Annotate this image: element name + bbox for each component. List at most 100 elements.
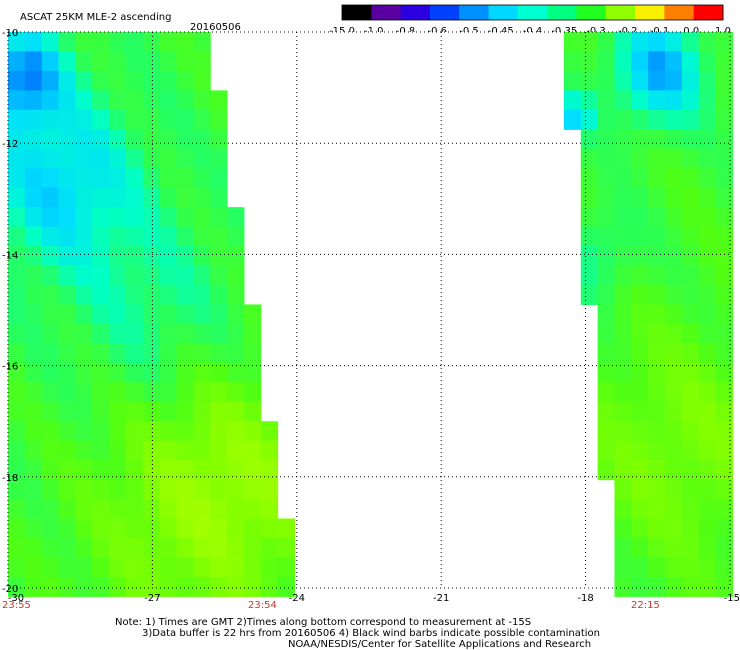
data-cell xyxy=(648,499,666,520)
data-cell xyxy=(125,168,144,189)
data-cell xyxy=(665,265,683,286)
data-cell xyxy=(227,557,245,578)
data-cell xyxy=(631,226,649,247)
data-cell xyxy=(648,537,666,559)
data-cell xyxy=(597,440,616,461)
data-cell xyxy=(243,440,262,461)
data-cell xyxy=(8,51,26,72)
data-cell xyxy=(614,421,632,442)
data-cell xyxy=(681,440,700,461)
data-cell xyxy=(109,32,127,53)
data-cell xyxy=(597,70,616,91)
data-cell xyxy=(665,32,683,53)
data-cell xyxy=(92,148,110,169)
data-cell xyxy=(109,323,127,344)
data-cell xyxy=(648,304,666,325)
colorbar-segment xyxy=(635,5,665,20)
y-tick-label: -16 xyxy=(2,362,18,373)
data-cell xyxy=(109,440,127,461)
data-cell xyxy=(75,90,93,111)
data-cell xyxy=(58,499,76,520)
colorbar-segment xyxy=(429,5,460,20)
data-cell xyxy=(125,401,144,422)
data-cell xyxy=(24,32,43,53)
colorbar-tick-label: -0.2 xyxy=(618,26,638,37)
data-cell xyxy=(597,284,616,306)
data-cell xyxy=(227,246,245,267)
colorbar-tick-label: -0.1 xyxy=(650,26,670,37)
data-cell xyxy=(41,460,60,481)
data-cell xyxy=(75,576,93,597)
note-line-2: 3)Data buffer is 22 hrs from 20160506 4)… xyxy=(142,628,600,639)
data-cell xyxy=(580,168,599,189)
data-cell xyxy=(648,32,666,53)
data-cell xyxy=(92,32,110,53)
data-cell xyxy=(8,207,26,228)
data-cell xyxy=(92,226,110,247)
data-cell xyxy=(614,32,632,53)
data-cell xyxy=(142,557,161,578)
data-cell xyxy=(698,537,717,559)
data-cell xyxy=(24,148,43,169)
data-cell xyxy=(227,382,245,403)
data-cell xyxy=(614,129,632,150)
swath-time-label: 23:55 xyxy=(2,600,31,611)
data-cell xyxy=(580,148,599,169)
data-cell xyxy=(210,460,228,481)
data-cell xyxy=(142,90,161,111)
data-cell xyxy=(41,129,60,150)
data-cell xyxy=(715,421,734,442)
data-cell xyxy=(125,148,144,169)
data-cell xyxy=(597,421,616,442)
data-cell xyxy=(648,265,666,286)
data-cell xyxy=(597,168,616,189)
data-cell xyxy=(125,90,144,111)
y-tick-label: -20 xyxy=(2,584,18,595)
data-cell xyxy=(8,382,26,403)
data-cell xyxy=(193,168,211,189)
data-cell xyxy=(125,51,144,72)
data-cell xyxy=(176,576,194,597)
data-cell xyxy=(681,187,700,208)
data-cell xyxy=(243,460,262,481)
data-cell xyxy=(58,537,76,559)
data-cell xyxy=(698,129,717,150)
data-cell xyxy=(698,148,717,169)
data-cell xyxy=(193,323,211,344)
data-cell xyxy=(614,265,632,286)
data-cell xyxy=(227,207,245,228)
data-cell xyxy=(597,401,616,422)
data-cell xyxy=(75,401,93,422)
data-cell xyxy=(159,284,178,306)
data-cell xyxy=(159,304,178,325)
data-cell xyxy=(58,90,76,111)
data-cell xyxy=(631,70,649,91)
data-cell xyxy=(277,537,295,559)
data-cell xyxy=(631,109,649,130)
data-cell xyxy=(227,343,245,364)
x-tick-label: -15 xyxy=(724,593,740,604)
colorbar-tick-label: -0.6 xyxy=(427,26,447,37)
data-cell xyxy=(597,362,616,383)
data-cell xyxy=(563,32,582,53)
data-cell xyxy=(176,51,194,72)
data-cell xyxy=(41,90,60,111)
data-cell xyxy=(715,382,734,403)
data-cell xyxy=(41,226,60,247)
data-cell xyxy=(92,382,110,403)
data-cell xyxy=(176,246,194,267)
data-cell xyxy=(614,401,632,422)
data-cell xyxy=(698,109,717,130)
data-cell xyxy=(8,518,26,539)
data-cell xyxy=(58,70,76,91)
data-cell xyxy=(715,90,734,111)
data-cell xyxy=(8,187,26,208)
data-cell xyxy=(58,246,76,267)
data-cell xyxy=(698,401,717,422)
data-cell xyxy=(715,168,734,189)
data-cell xyxy=(681,537,700,559)
data-cell xyxy=(125,557,144,578)
data-cell xyxy=(125,537,144,559)
data-cell xyxy=(715,518,734,539)
data-cell xyxy=(125,323,144,344)
